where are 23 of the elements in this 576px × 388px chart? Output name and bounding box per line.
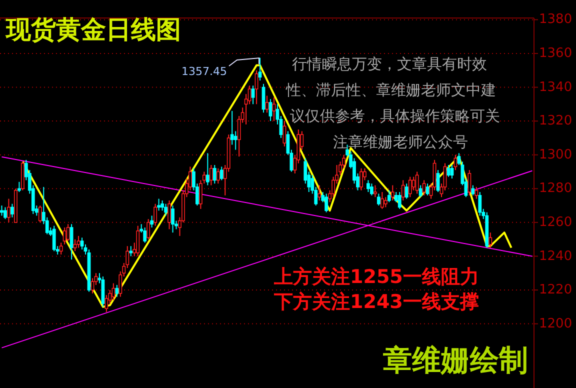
- y-tick-label: 1200: [539, 316, 572, 332]
- y-tick-label: 1240: [539, 248, 572, 264]
- annotation: 章维姗绘制: [382, 343, 528, 377]
- annotation: 性、滞后性、章维姗老师文中建: [285, 81, 496, 99]
- y-tick-label: 1220: [539, 282, 572, 298]
- candlestick: [272, 96, 276, 122]
- y-tick-label: 1380: [539, 12, 572, 28]
- candlestick: [230, 110, 234, 146]
- annotation: 1357.45: [182, 65, 227, 78]
- y-tick-label: 1280: [539, 181, 572, 196]
- annotation: 注章维姗老师公众号: [333, 133, 468, 151]
- y-tick-label: 1260: [539, 214, 572, 230]
- annotation: 下方关注1243一线支撑: [273, 291, 479, 313]
- candlestick: [7, 198, 10, 223]
- y-tick-label: 1360: [539, 46, 572, 62]
- chart-title: 现货黄金日线图: [5, 15, 181, 44]
- y-tick-label: 1300: [539, 147, 572, 162]
- annotation: 上方关注1255一线阻力: [273, 266, 479, 288]
- annotation: 议仅供参考，具体操作策略可关: [290, 107, 500, 125]
- y-tick-label: 1320: [539, 114, 572, 129]
- y-tick-label: 1340: [539, 80, 572, 95]
- candlestick: [234, 130, 238, 150]
- annotation: 行情瞬息万变，文章具有时效: [292, 55, 487, 73]
